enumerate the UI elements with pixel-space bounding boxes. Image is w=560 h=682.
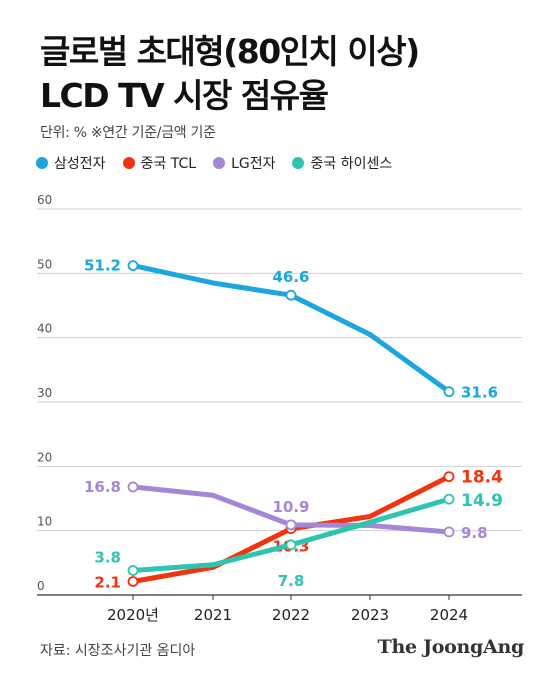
data-label: 7.8 — [278, 572, 305, 590]
legend-item-tcl: 중국 TCL — [122, 153, 197, 173]
data-point — [443, 386, 455, 398]
data-point — [285, 539, 297, 551]
data-point — [443, 493, 455, 505]
data-label: 14.9 — [461, 491, 503, 511]
legend-label-lg: LG전자 — [231, 156, 276, 172]
data-point — [127, 481, 139, 493]
legend-item-samsung: 삼성전자 — [36, 153, 106, 173]
data-label: 18.4 — [461, 468, 503, 488]
data-point — [127, 576, 139, 587]
legend-label-hisense: 중국 하이센스 — [310, 156, 393, 172]
title-line-2: LCD TV 시장 점유율 — [40, 76, 329, 115]
data-label: 51.2 — [84, 257, 121, 275]
legend-item-lg: LG전자 — [213, 153, 275, 173]
y-tick-label: 50 — [37, 257, 52, 271]
y-tick-label: 40 — [37, 322, 52, 336]
data-point — [127, 260, 139, 272]
y-tick-label: 30 — [37, 386, 52, 400]
legend-dot-lg — [213, 157, 226, 169]
data-label: 9.8 — [461, 524, 488, 542]
data-label: 2.1 — [94, 573, 121, 591]
data-label: 46.6 — [272, 268, 309, 286]
data-point — [127, 565, 139, 576]
chart-title: 글로벌 초대형(80인치 이상) LCD TV 시장 점유율 — [40, 30, 420, 118]
unit-note: 단위: % ※연간 기준/금액 기준 — [40, 125, 216, 141]
y-tick-label: 0 — [37, 579, 45, 593]
data-point — [285, 519, 297, 531]
data-label: 10.9 — [272, 498, 309, 516]
x-tick-label: 2021 — [194, 606, 232, 624]
title-line-1: 글로벌 초대형(80인치 이상) — [40, 32, 420, 71]
x-tick-label: 2024 — [430, 606, 468, 624]
data-label: 31.6 — [461, 384, 498, 402]
legend: 삼성전자 중국 TCL LG전자 중국 하이센스 — [36, 153, 392, 173]
data-point — [443, 471, 455, 483]
legend-label-samsung: 삼성전자 — [54, 156, 106, 172]
legend-dot-hisense — [292, 157, 305, 169]
brand-logo: The JoongAng — [377, 636, 525, 658]
legend-dot-tcl — [122, 157, 135, 169]
data-point — [443, 526, 455, 538]
x-tick-label: 2020년 — [107, 606, 159, 624]
y-tick-label: 20 — [37, 450, 52, 464]
x-tick-label: 2023 — [351, 606, 389, 624]
y-tick-label: 60 — [37, 193, 52, 207]
source-note: 자료: 시장조사기관 옴디아 — [40, 643, 196, 659]
x-tick-label: 2022 — [272, 606, 310, 624]
legend-label-tcl: 중국 TCL — [140, 156, 197, 172]
y-tick-label: 10 — [37, 515, 52, 529]
legend-item-hisense: 중국 하이센스 — [292, 153, 392, 173]
data-label: 3.8 — [94, 549, 121, 567]
data-point — [285, 289, 297, 301]
data-label: 16.8 — [84, 478, 121, 496]
legend-dot-samsung — [36, 157, 48, 169]
